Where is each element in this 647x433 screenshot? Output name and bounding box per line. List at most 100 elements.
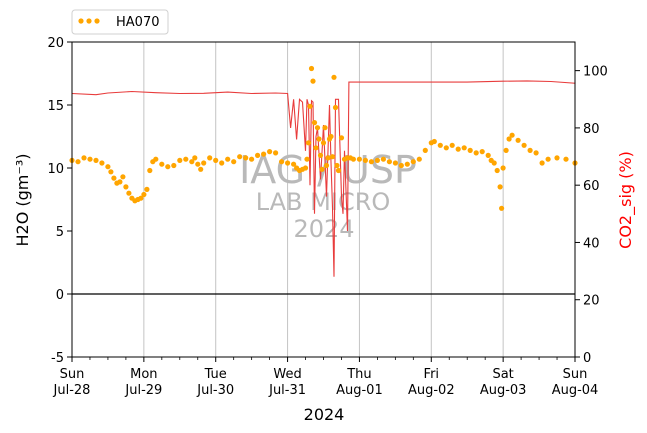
ha070-point (467, 147, 473, 153)
ha070-point (307, 103, 313, 109)
ha070-point (380, 156, 386, 162)
watermark-line-2: LAB MICRO (256, 188, 391, 216)
ha070-point (404, 161, 410, 167)
ha070-point (207, 155, 213, 161)
ha070-point (108, 169, 114, 175)
ha070-point (75, 159, 81, 165)
ha070-point (147, 167, 153, 174)
ha070-point (144, 186, 150, 192)
left-y-tick-label: 20 (47, 36, 64, 51)
legend-marker-dot (94, 18, 100, 24)
ha070-point (392, 160, 398, 166)
right-y-tick-label: 40 (583, 236, 600, 251)
legend-marker-dot (86, 18, 92, 24)
ha070-point (386, 159, 392, 165)
ha070-point (527, 147, 533, 153)
ha070-point (533, 150, 539, 156)
left-y-tick-label: -5 (51, 351, 64, 366)
ha070-point (99, 160, 105, 166)
ha070-point (117, 179, 123, 185)
ha070-point (273, 150, 279, 156)
ha070-point (325, 155, 331, 161)
ha070-point (494, 167, 500, 174)
x-tick-label-date: Jul-30 (196, 383, 234, 398)
ha070-point (120, 174, 126, 180)
x-tick-label-date: Jul-29 (124, 383, 162, 398)
ha070-point (500, 165, 506, 171)
ha070-point (177, 157, 183, 163)
ha070-point (362, 157, 368, 163)
ha070-point (497, 184, 503, 190)
ha070-point (368, 159, 374, 165)
ha070-point (545, 156, 551, 162)
ha070-point (398, 162, 404, 169)
ha070-point (189, 159, 195, 165)
legend-box (71, 9, 169, 35)
ha070-point (87, 156, 93, 162)
x-tick-label-date: Aug-02 (408, 383, 455, 398)
x-tick-label-date: Jul-28 (53, 383, 91, 398)
ha070-point (485, 152, 491, 158)
ha070-point (308, 65, 315, 72)
x-tick-label-day: Thu (346, 367, 371, 382)
ha070-point (461, 145, 467, 151)
ha070-point (332, 104, 339, 111)
ha070-series (69, 65, 578, 211)
ha070-point (243, 155, 249, 161)
ha070-point (311, 120, 318, 126)
ha070-point (304, 156, 310, 162)
co2-sig-line (71, 80, 576, 277)
ha070-point (213, 157, 219, 163)
ha070-point (317, 152, 324, 158)
right-y-axis: 0 20 40 60 80 100 (575, 65, 608, 366)
ha070-point (126, 190, 132, 196)
left-y-tick-label: 0 (56, 288, 64, 303)
ha070-point (93, 157, 99, 163)
ha070-point (314, 125, 321, 131)
ha070-point (491, 160, 497, 166)
ha070-point (515, 137, 521, 143)
ha070-point (231, 159, 237, 165)
ha070-point (350, 156, 356, 162)
ha070-point (328, 133, 334, 140)
ha070-point (521, 142, 527, 148)
ha070-point (153, 156, 159, 162)
x-tick-label-day: Sat (492, 367, 513, 382)
ha070-point (237, 154, 243, 160)
ha070-point (410, 159, 416, 165)
left-y-tick-label: 5 (56, 225, 64, 240)
right-y-tick-label: 20 (583, 294, 600, 309)
ha070-point (138, 195, 144, 201)
ha070-point (443, 145, 449, 151)
ha070-point (198, 166, 204, 172)
ha070-point (141, 191, 147, 198)
ha070-point (285, 160, 291, 166)
ha070-point (219, 160, 225, 166)
ha070-point (374, 157, 380, 163)
ha070-point (338, 135, 345, 141)
ha070-point (201, 160, 207, 166)
ha070-point (431, 138, 437, 145)
x-tick-label-date: Aug-01 (336, 383, 383, 398)
ha070-point (319, 166, 325, 172)
ha070-point (105, 164, 111, 170)
ha070-point (323, 162, 330, 169)
ha070-point (249, 156, 255, 162)
ha070-point (261, 151, 267, 157)
ha070-point (302, 165, 309, 171)
ha070-point (159, 161, 165, 167)
ha070-point (499, 205, 505, 211)
x-tick-label-day: Fri (424, 367, 440, 382)
left-y-tick-label: 10 (47, 162, 64, 177)
x-axis-label: 2024 (304, 405, 345, 424)
ha070-point (165, 164, 171, 170)
x-tick-label-day: Sun (60, 367, 85, 382)
ha070-point (416, 156, 422, 162)
ha070-point (123, 184, 129, 190)
legend-label: HA070 (116, 15, 159, 30)
ha070-point (335, 167, 342, 174)
ha070-point (192, 155, 198, 161)
right-y-tick-label: 100 (583, 65, 608, 80)
ha070-point (449, 142, 455, 148)
x-tick-label-day: Tue (204, 367, 227, 382)
